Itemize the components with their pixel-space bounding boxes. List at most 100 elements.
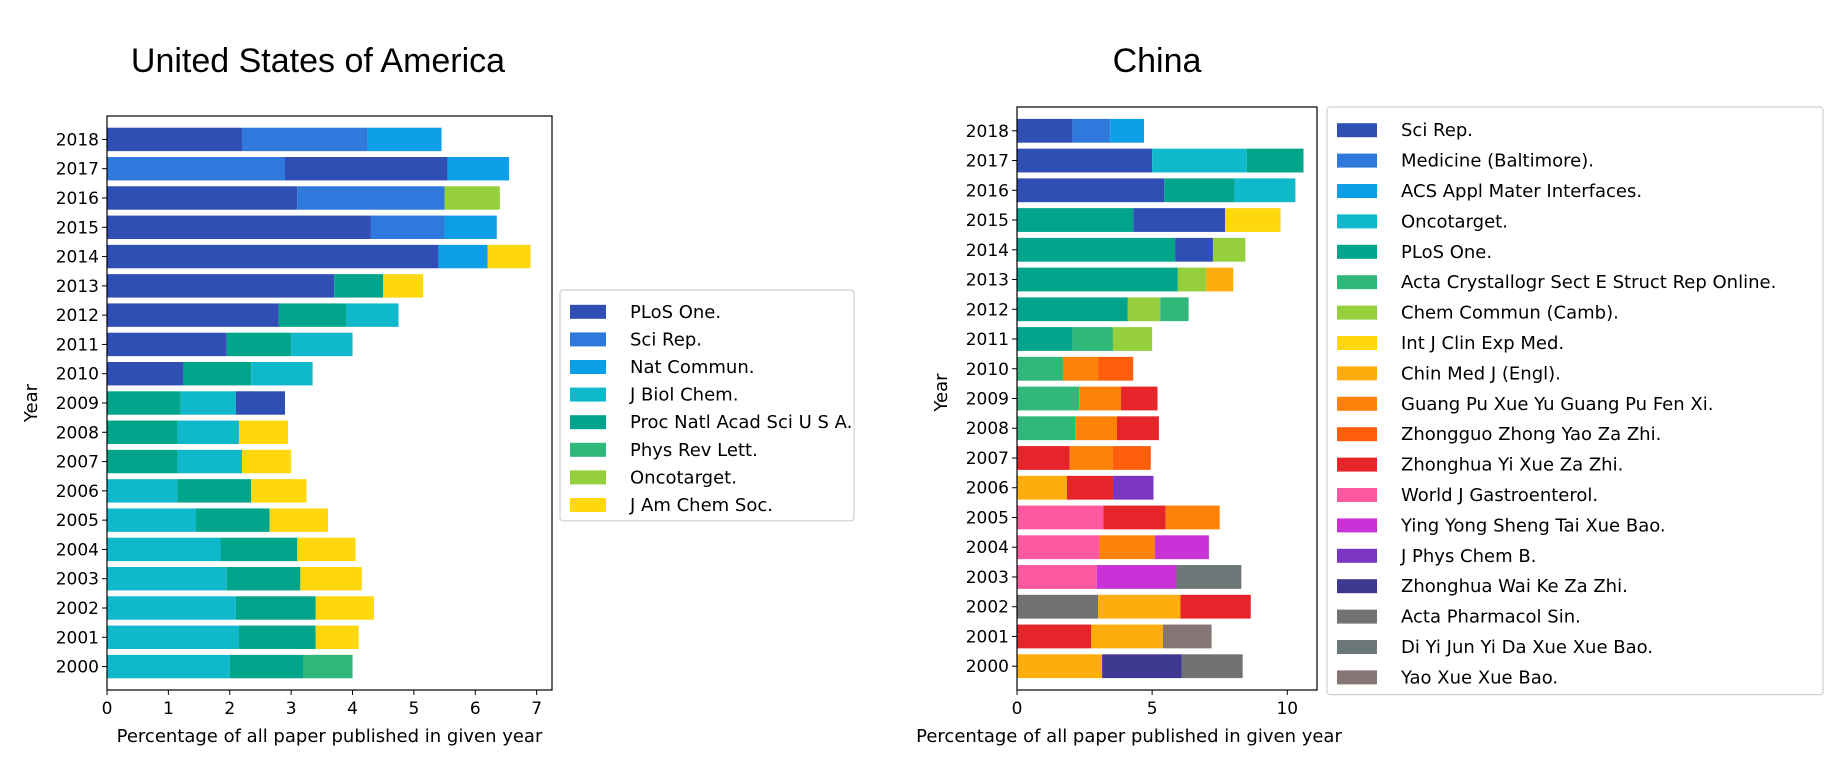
x-tick-label: 1 [163, 699, 174, 719]
y-tick-label: 2008 [966, 419, 1009, 439]
bar-segment [383, 274, 424, 298]
y-tick-label: 2006 [56, 482, 99, 502]
legend-swatch [1337, 275, 1377, 290]
legend-label: Sci Rep. [630, 329, 702, 350]
axes-frame [106, 115, 553, 691]
bar-segment [177, 420, 239, 444]
bar-segment [1112, 475, 1154, 500]
bar-segment [1206, 267, 1234, 292]
bar-segment [1112, 446, 1151, 470]
bar-segment [107, 332, 227, 357]
bar-segment [107, 244, 439, 269]
bar-segment [1017, 297, 1128, 322]
bar-segment [1091, 624, 1163, 649]
bar-segment [300, 567, 362, 591]
legend-swatch [1337, 214, 1377, 229]
y-tick-label: 2012 [56, 306, 99, 326]
bar-segment [1017, 624, 1092, 649]
chart-china: China 2018 2017 2016 2015 2014 2013 2012 2011 201… [916, 42, 1824, 747]
bar-segment [1069, 446, 1113, 470]
bar-segment [107, 215, 371, 239]
bar-segment [235, 391, 285, 415]
bar-segment [1098, 594, 1181, 619]
bar-segment [107, 362, 184, 386]
bar-segment [107, 537, 221, 562]
x-axis-label: Percentage of all paper published in giv… [117, 726, 543, 747]
bar-segment [235, 596, 316, 620]
legend-box [1326, 106, 1824, 696]
bar-segment [1017, 237, 1176, 262]
y-tick-label: 2013 [966, 271, 1009, 291]
bar-segment [251, 479, 307, 503]
legend-swatch [1337, 366, 1377, 381]
bar-segment [1176, 565, 1242, 589]
bar-segment [1112, 327, 1153, 351]
legend-swatch [1337, 609, 1377, 624]
y-tick-label: 2016 [966, 181, 1009, 201]
bar-segment [107, 625, 239, 649]
bar-segment [107, 303, 279, 327]
x-tick-label: 7 [531, 699, 542, 719]
y-tick-label: 2017 [966, 152, 1009, 172]
y-tick-label: 2009 [56, 394, 99, 414]
y-tick-label: 2007 [966, 449, 1009, 469]
bar-segment [1072, 118, 1111, 143]
legend-label: Guang Pu Xue Yu Guang Pu Fen Xi. [1401, 394, 1713, 415]
y-tick-label: 2001 [56, 628, 99, 648]
bar-segment [107, 567, 227, 591]
legend-swatch [1337, 457, 1377, 472]
bar-segment [447, 157, 510, 181]
bar-segment [285, 157, 448, 181]
y-axis-label: Year [931, 373, 952, 413]
bar-segment [107, 127, 243, 152]
bar-segment [297, 537, 356, 562]
bar-segment [1017, 327, 1073, 351]
x-tick-label: 0 [1012, 699, 1023, 719]
legend-swatch [1337, 305, 1377, 320]
bar-segment [1225, 208, 1281, 232]
legend-label: Zhonghua Yi Xue Za Zhi. [1401, 455, 1623, 476]
y-tick-label: 2005 [56, 511, 99, 531]
bar-segment [297, 186, 445, 210]
bar-segment [107, 157, 285, 181]
bar-segment [107, 420, 178, 444]
bar-segment [315, 625, 359, 649]
legend-swatch [570, 498, 606, 512]
y-tick-label: 2004 [966, 538, 1009, 558]
legend-label: Acta Pharmacol Sin. [1401, 607, 1581, 628]
y-tick-label: 2015 [56, 218, 99, 238]
y-tick-label: 2017 [56, 160, 99, 180]
legend-swatch [1337, 336, 1377, 350]
bar-segment [220, 537, 298, 562]
bar-segment [1099, 535, 1155, 560]
bar-segment [1234, 178, 1296, 203]
bar-segment [1098, 356, 1134, 381]
bar-segment [177, 479, 252, 503]
bar-segment [1017, 446, 1070, 470]
legend-label: Chem Commun (Camb). [1401, 303, 1619, 324]
bar-segment [1096, 565, 1177, 589]
y-tick-label: 2013 [56, 277, 99, 297]
legend-swatch [1337, 427, 1377, 442]
axes-frame [1016, 106, 1318, 691]
bar-segment [1212, 237, 1246, 262]
bar-segment [107, 274, 335, 298]
legend-swatch [1337, 244, 1377, 259]
bar-segment [1017, 178, 1165, 203]
bar-segment [1067, 475, 1113, 500]
legend-swatch [570, 360, 606, 374]
bar-segment [1177, 267, 1207, 292]
x-tick-label: 2 [224, 699, 235, 719]
x-tick-label: 10 [1276, 699, 1298, 719]
y-tick-label: 2015 [966, 211, 1009, 231]
bar-segment [1103, 505, 1166, 530]
y-tick-label: 2014 [56, 248, 99, 268]
bar-segment [1102, 654, 1182, 679]
y-tick-label: 2011 [56, 335, 99, 355]
bar-segment [1017, 356, 1063, 381]
bar-segment [1017, 148, 1153, 173]
y-tick-label: 2016 [56, 189, 99, 209]
legend-swatch [570, 332, 606, 347]
bar-segment [1017, 565, 1097, 589]
y-tick-label: 2014 [966, 241, 1009, 261]
